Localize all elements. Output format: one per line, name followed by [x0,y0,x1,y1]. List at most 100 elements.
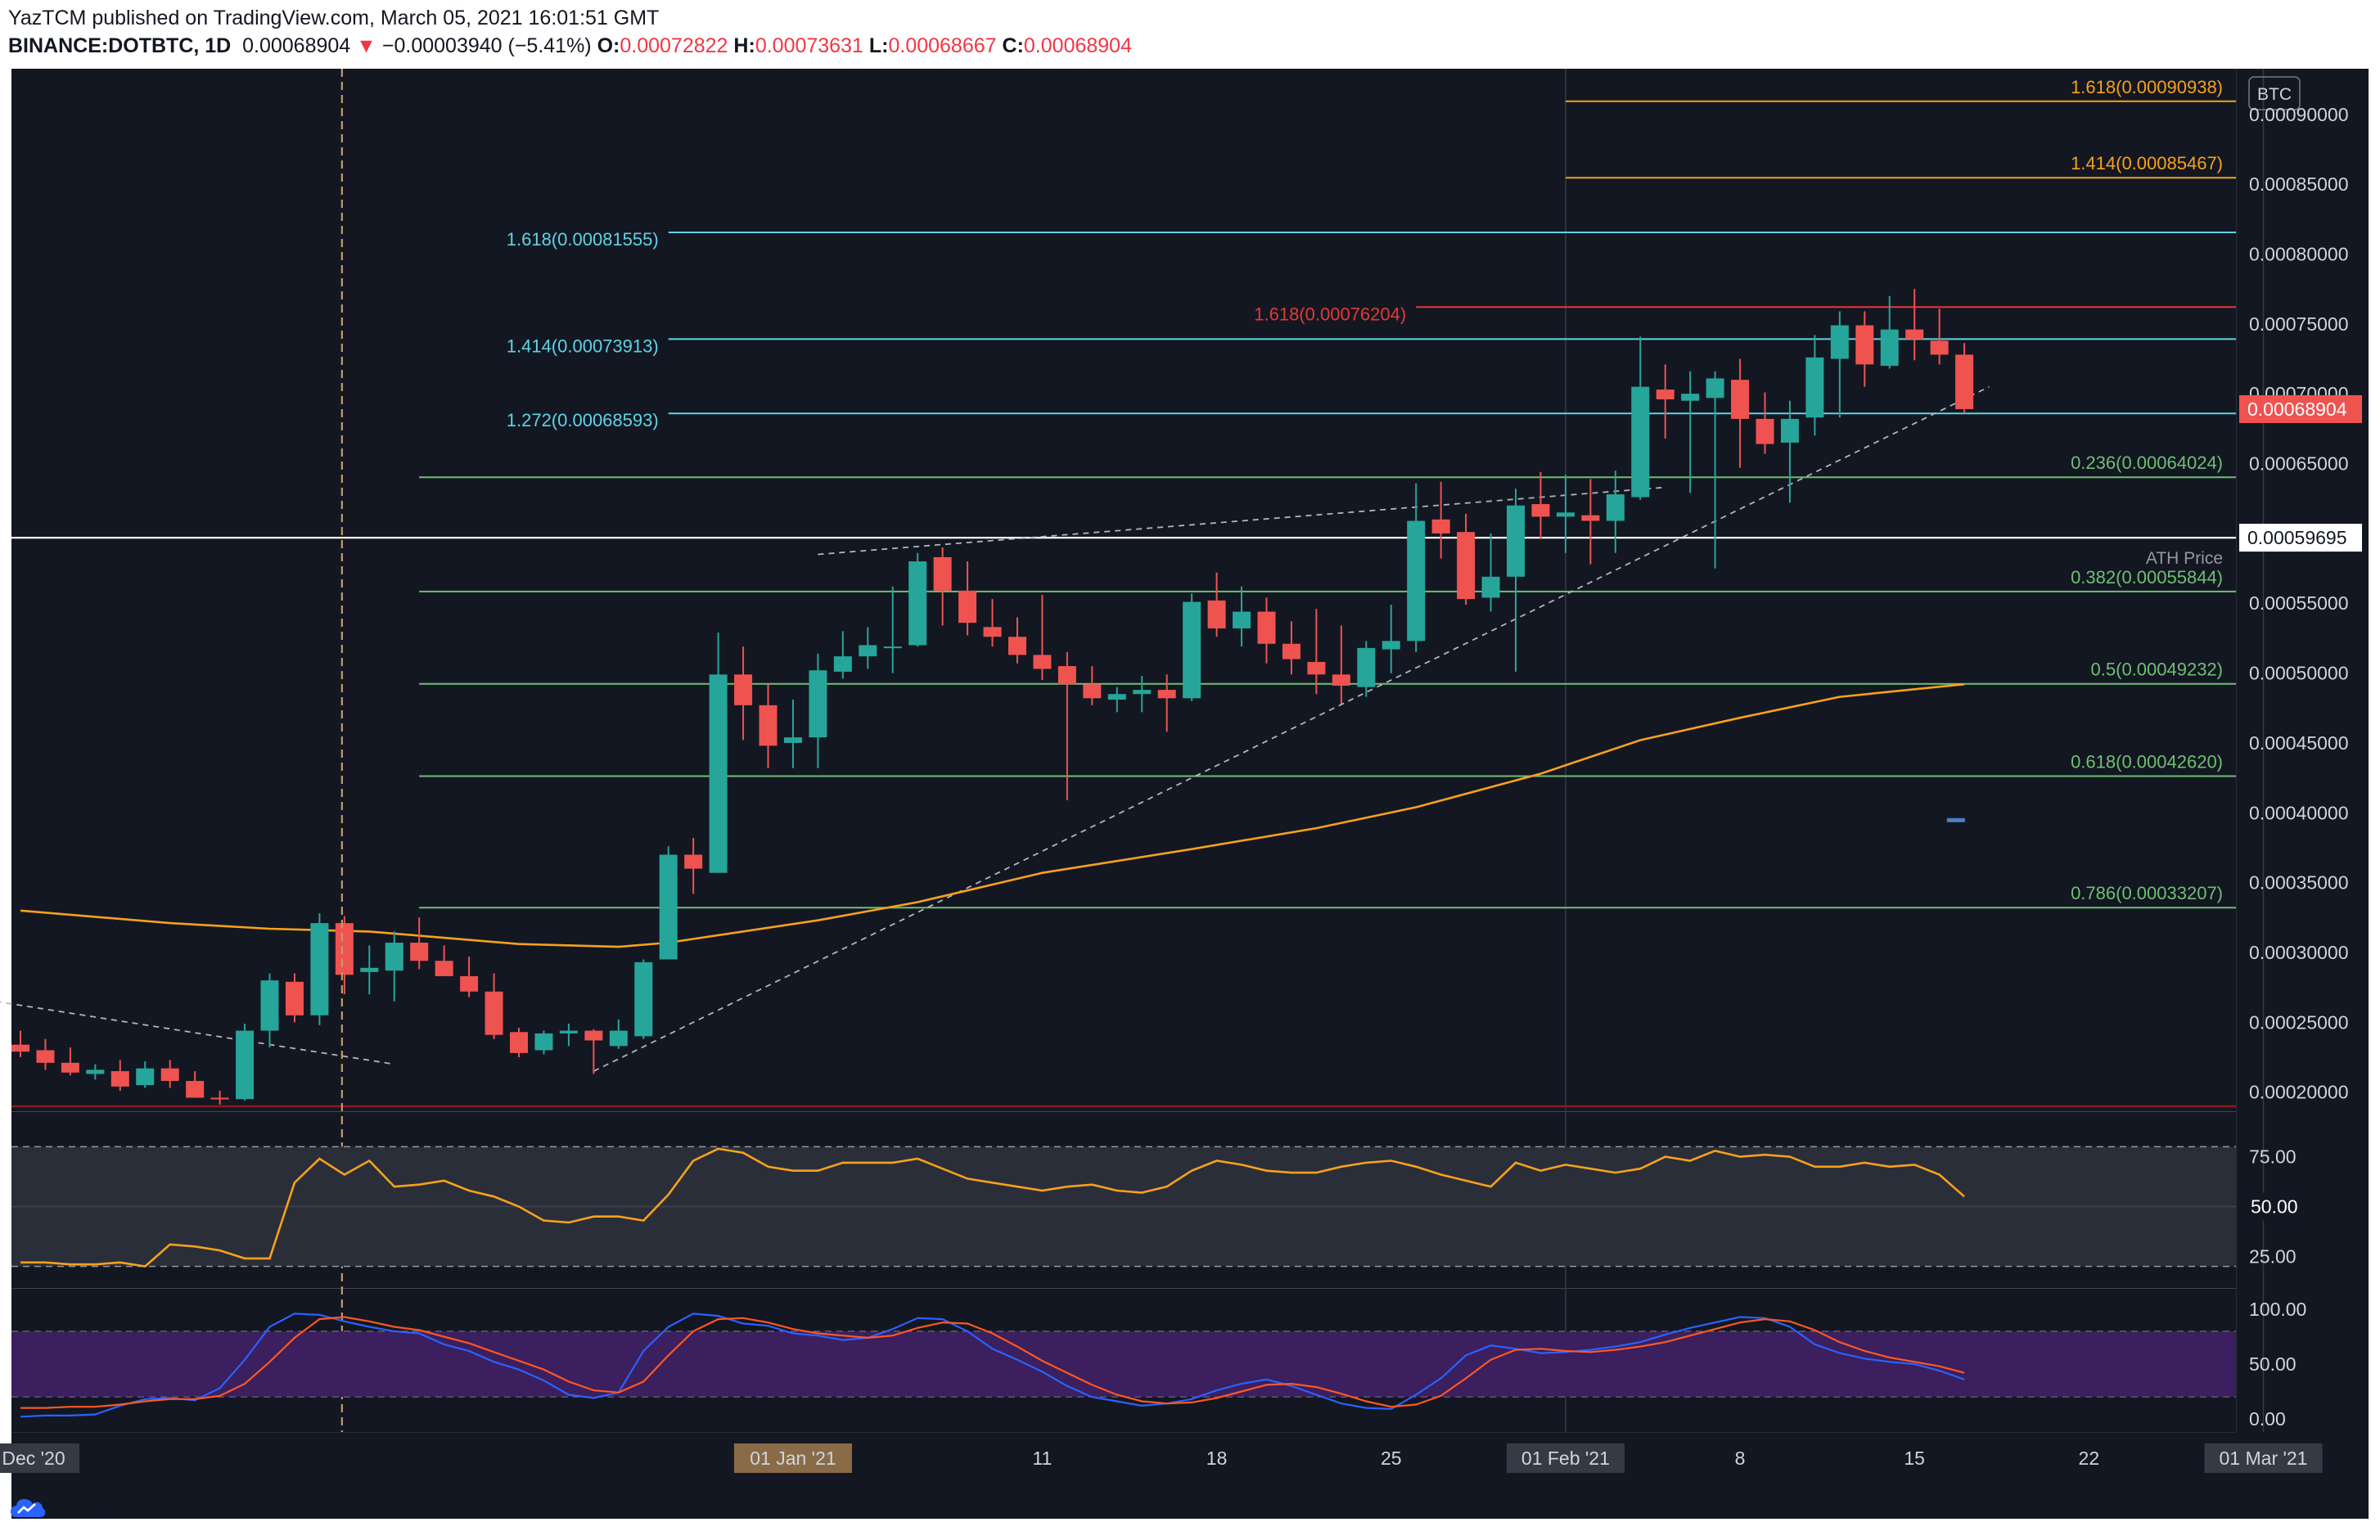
candle [933,547,952,626]
price-tick-label: 0.00035000 [2249,872,2349,894]
candle-body [809,670,827,738]
candle [1257,597,1276,664]
candle [1905,289,1924,361]
candle-body [759,705,778,746]
fib-level-label: 0.382(0.00055844) [2071,567,2223,588]
candle [1756,392,1774,454]
fib-level-label: 1.618(0.00076204) [1254,304,1406,324]
candle [958,561,977,636]
candle [783,700,802,768]
open-label: O: [597,34,620,57]
candle [160,1060,179,1088]
candle-body [1332,674,1350,686]
candle [1855,311,1874,387]
candle [410,917,429,970]
candle-body [61,1062,79,1073]
candle-body [1157,690,1176,699]
candle-body [534,1033,553,1051]
candle [385,931,403,1002]
fib-level-label: 1.414(0.00085467) [2071,153,2223,173]
tradingview-logo[interactable]: TradingView [10,1496,167,1520]
candle-body [1731,380,1750,419]
candle-body [1107,694,1126,700]
price-change: −0.00003940 (−5.41%) [381,34,592,57]
candle-body [1756,418,1774,444]
candle-body [136,1068,155,1086]
candle-body [1083,684,1102,699]
candle-body [360,967,379,972]
candle-body [1233,611,1251,628]
candle [1008,617,1026,664]
trendline [0,1001,394,1065]
candle [1307,609,1326,695]
price-tick-label: 0.00075000 [2249,313,2349,335]
candle-body [1531,504,1550,517]
candle-body [1706,378,1724,399]
time-tick-box [2204,1443,2323,1473]
candle [1183,593,1201,701]
candle [310,913,329,1025]
candle-body [1656,390,1675,400]
chart-background [11,69,2369,1519]
candle-body [1780,418,1799,443]
drawing-marker [1946,817,1965,822]
candle [1457,513,1476,605]
time-tick-label: 25 [1381,1448,1402,1469]
candle-body [310,923,329,1015]
candle-body [460,975,479,992]
price-tick-label: 0.00020000 [2249,1082,2349,1103]
candle-body [584,1030,603,1041]
candle [136,1061,155,1088]
candle [1706,371,1724,569]
candle [1033,594,1052,681]
candle-body [983,627,1002,637]
candle [1631,336,1650,500]
candle-body [335,923,354,975]
symbol-label[interactable]: BINANCE:DOTBTC, 1D [8,34,232,57]
candle [1880,295,1899,369]
stoch-pane: 100.00 50.00 0.00 [11,1299,2306,1430]
candle-body [1905,329,1924,340]
time-tick-label: 18 [1206,1448,1228,1469]
candle [1681,371,1700,493]
candle [485,973,503,1039]
candle-body [1407,520,1426,642]
fib-level-label: 1.618(0.00081555) [507,229,659,250]
candle [1531,471,1550,539]
candle [1955,343,1974,412]
candle-body [160,1068,179,1082]
candle-body [1880,329,1899,367]
fib-level-label: 1.414(0.00073913) [507,335,659,356]
candle [1606,471,1625,553]
candle [659,846,678,960]
candle [684,838,703,894]
pane-separator [11,1111,2236,1112]
candle [634,959,653,1039]
price-pane: 1.618(0.00090938) 1.414(0.00085467) 1.618(… [0,77,2236,1108]
candle-body [609,1030,628,1047]
candle [1805,335,1824,436]
candle-body [186,1081,205,1098]
trendline [818,486,1666,556]
candle [809,653,827,768]
time-axis: 01 Dec '20 01 Jan '21 11 18 25 01 Feb '21 8 15 2… [0,1443,2323,1473]
stoch-tick-label: 50.00 [2249,1353,2297,1375]
candle [1481,533,1500,612]
candle [260,973,279,1048]
candle [1282,621,1300,675]
tradingview-brand: TradingView [54,1496,167,1520]
candle [86,1064,105,1080]
price-tick-label: 0.00080000 [2249,244,2349,265]
low-label: L: [868,34,889,57]
candle-body [1830,325,1849,359]
candle [1731,358,1750,468]
candle [460,957,479,997]
candle-body [1606,494,1625,521]
candle [1157,674,1176,732]
time-tick-label: 01 Mar '21 [2220,1448,2308,1469]
time-tick-label: 01 Feb '21 [1521,1448,1610,1469]
price-tick-label: 0.00065000 [2249,453,2349,475]
candle [1407,483,1426,652]
candle-body [210,1097,229,1100]
